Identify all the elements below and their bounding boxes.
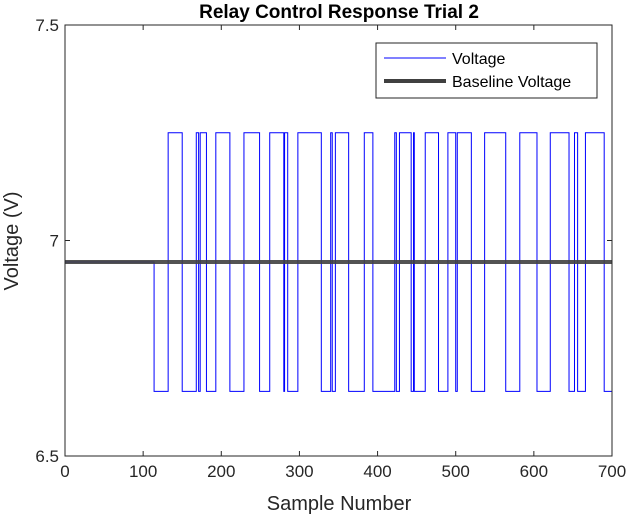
x-axis-label: Sample Number: [267, 493, 412, 515]
x-tick-label: 400: [363, 462, 391, 481]
x-tick-label: 100: [129, 462, 157, 481]
y-tick-label: 7.5: [35, 16, 59, 35]
y-tick-label: 7: [50, 232, 59, 251]
y-axis-label: Voltage (V): [1, 192, 23, 291]
x-tick-label: 0: [60, 462, 69, 481]
y-tick-label: 6.5: [35, 447, 59, 466]
series-layer: [65, 132, 613, 392]
x-tick-label: 500: [442, 462, 470, 481]
x-tick-label: 300: [285, 462, 313, 481]
x-tick-label: 700: [598, 462, 626, 481]
legend: Voltage Baseline Voltage: [375, 42, 598, 99]
legend-box: [375, 42, 598, 99]
series-line-voltage: [65, 132, 613, 392]
x-tick-label: 200: [207, 462, 235, 481]
legend-label-voltage: Voltage: [452, 51, 505, 68]
legend-label-baseline: Baseline Voltage: [452, 74, 571, 91]
tick-layer: 0 100 200 300 400 500 600 700 6.5 7 7.5: [35, 16, 626, 481]
x-tick-label: 600: [520, 462, 548, 481]
chart-title: Relay Control Response Trial 2: [199, 2, 479, 23]
